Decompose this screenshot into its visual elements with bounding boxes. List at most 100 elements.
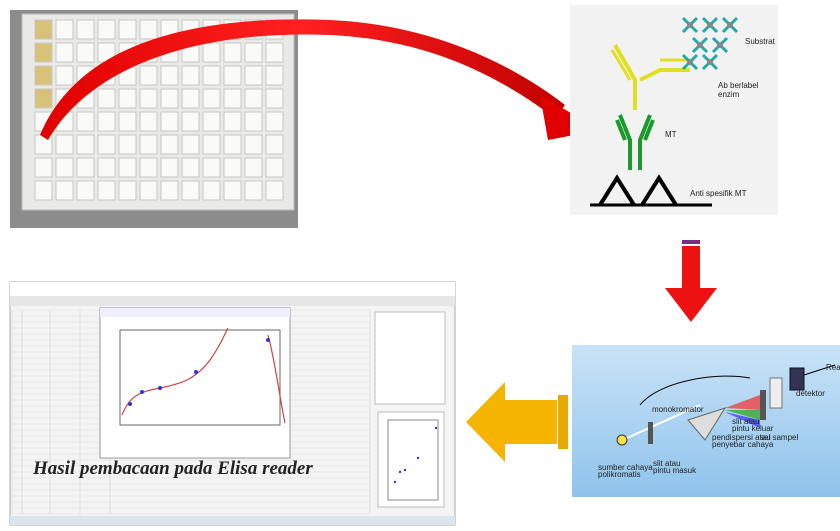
well — [181, 157, 200, 178]
well — [139, 180, 158, 201]
well — [139, 111, 158, 132]
well — [118, 134, 137, 155]
elisa-reader-screenshot: Hasil pembacaan pada Elisa reader — [9, 281, 456, 526]
well — [160, 88, 179, 109]
well — [97, 111, 116, 132]
well — [139, 134, 158, 155]
spectro-label: slit atau pintu keluar — [732, 417, 774, 433]
well — [223, 42, 242, 63]
label-line: slit atau — [732, 417, 760, 426]
label-line: enzim — [718, 90, 740, 99]
label-line: Substrat — [745, 37, 776, 46]
well — [97, 134, 116, 155]
well — [244, 65, 263, 86]
plot-point — [128, 402, 132, 406]
spectrophotometer-panel — [572, 345, 840, 497]
substrate-core — [727, 22, 733, 28]
well — [118, 157, 137, 178]
spectro-label: detektor — [796, 389, 825, 398]
well — [34, 65, 53, 86]
well — [244, 157, 263, 178]
well — [118, 88, 137, 109]
well — [265, 65, 284, 86]
well — [181, 180, 200, 201]
antibody-label: Ab berlabel enzim — [718, 81, 759, 99]
well — [160, 134, 179, 155]
label-line: detektor — [796, 389, 825, 398]
well — [118, 180, 137, 201]
well — [76, 111, 95, 132]
well — [139, 65, 158, 86]
substrate-core — [707, 22, 713, 28]
label-line: pintu keluar — [732, 424, 774, 433]
well — [160, 65, 179, 86]
well — [55, 180, 74, 201]
well — [97, 157, 116, 178]
label-line: pintu masuk — [653, 466, 697, 475]
well — [34, 180, 53, 201]
well — [223, 88, 242, 109]
plot-point — [266, 338, 270, 342]
well — [244, 88, 263, 109]
yellow-left-arrow — [466, 382, 568, 462]
mini-point — [398, 470, 402, 474]
well — [202, 42, 221, 63]
label-line: MT — [665, 130, 677, 139]
well — [223, 134, 242, 155]
well — [76, 19, 95, 40]
label-line: sumber cahaya — [598, 463, 653, 472]
well — [118, 19, 137, 40]
mini-point — [416, 456, 420, 460]
label-line: monokromator — [652, 405, 704, 414]
well — [76, 180, 95, 201]
mini-point — [403, 468, 407, 472]
well — [34, 42, 53, 63]
antibody-label: Substrat — [745, 37, 776, 46]
well — [202, 65, 221, 86]
well — [265, 134, 284, 155]
well — [265, 157, 284, 178]
well — [223, 65, 242, 86]
well — [202, 134, 221, 155]
well — [181, 88, 200, 109]
substrate-core — [687, 22, 693, 28]
well — [97, 19, 116, 40]
well — [160, 111, 179, 132]
well — [244, 134, 263, 155]
label-line: penyebar cahaya — [712, 440, 774, 449]
well — [181, 134, 200, 155]
well — [244, 42, 263, 63]
antibody-label: MT — [665, 130, 677, 139]
mini-point — [393, 480, 397, 484]
spectro-label: sel sampel — [760, 433, 798, 442]
well — [202, 88, 221, 109]
well — [55, 157, 74, 178]
well — [34, 157, 53, 178]
well — [181, 111, 200, 132]
label-line: Anti spesifik MT — [690, 189, 747, 198]
mini-point — [434, 426, 438, 430]
well — [139, 88, 158, 109]
substrate-core — [687, 59, 693, 65]
well — [34, 88, 53, 109]
label-line: sel sampel — [760, 433, 798, 442]
well — [223, 157, 242, 178]
well — [244, 180, 263, 201]
antibody-label: Anti spesifik MT — [690, 189, 747, 198]
antibody-panel — [570, 5, 778, 215]
plot-point — [158, 386, 162, 390]
well — [55, 65, 74, 86]
plot-point — [194, 370, 198, 374]
red-down-arrow — [665, 240, 717, 322]
spectro-label: pendispersi atau penyebar cahaya — [712, 433, 774, 449]
well — [265, 111, 284, 132]
plot-point — [140, 390, 144, 394]
well — [202, 111, 221, 132]
substrate-core — [707, 59, 713, 65]
well — [223, 180, 242, 201]
well — [265, 88, 284, 109]
label-line: Ab berlabel — [718, 81, 759, 90]
well — [118, 111, 137, 132]
well — [265, 42, 284, 63]
